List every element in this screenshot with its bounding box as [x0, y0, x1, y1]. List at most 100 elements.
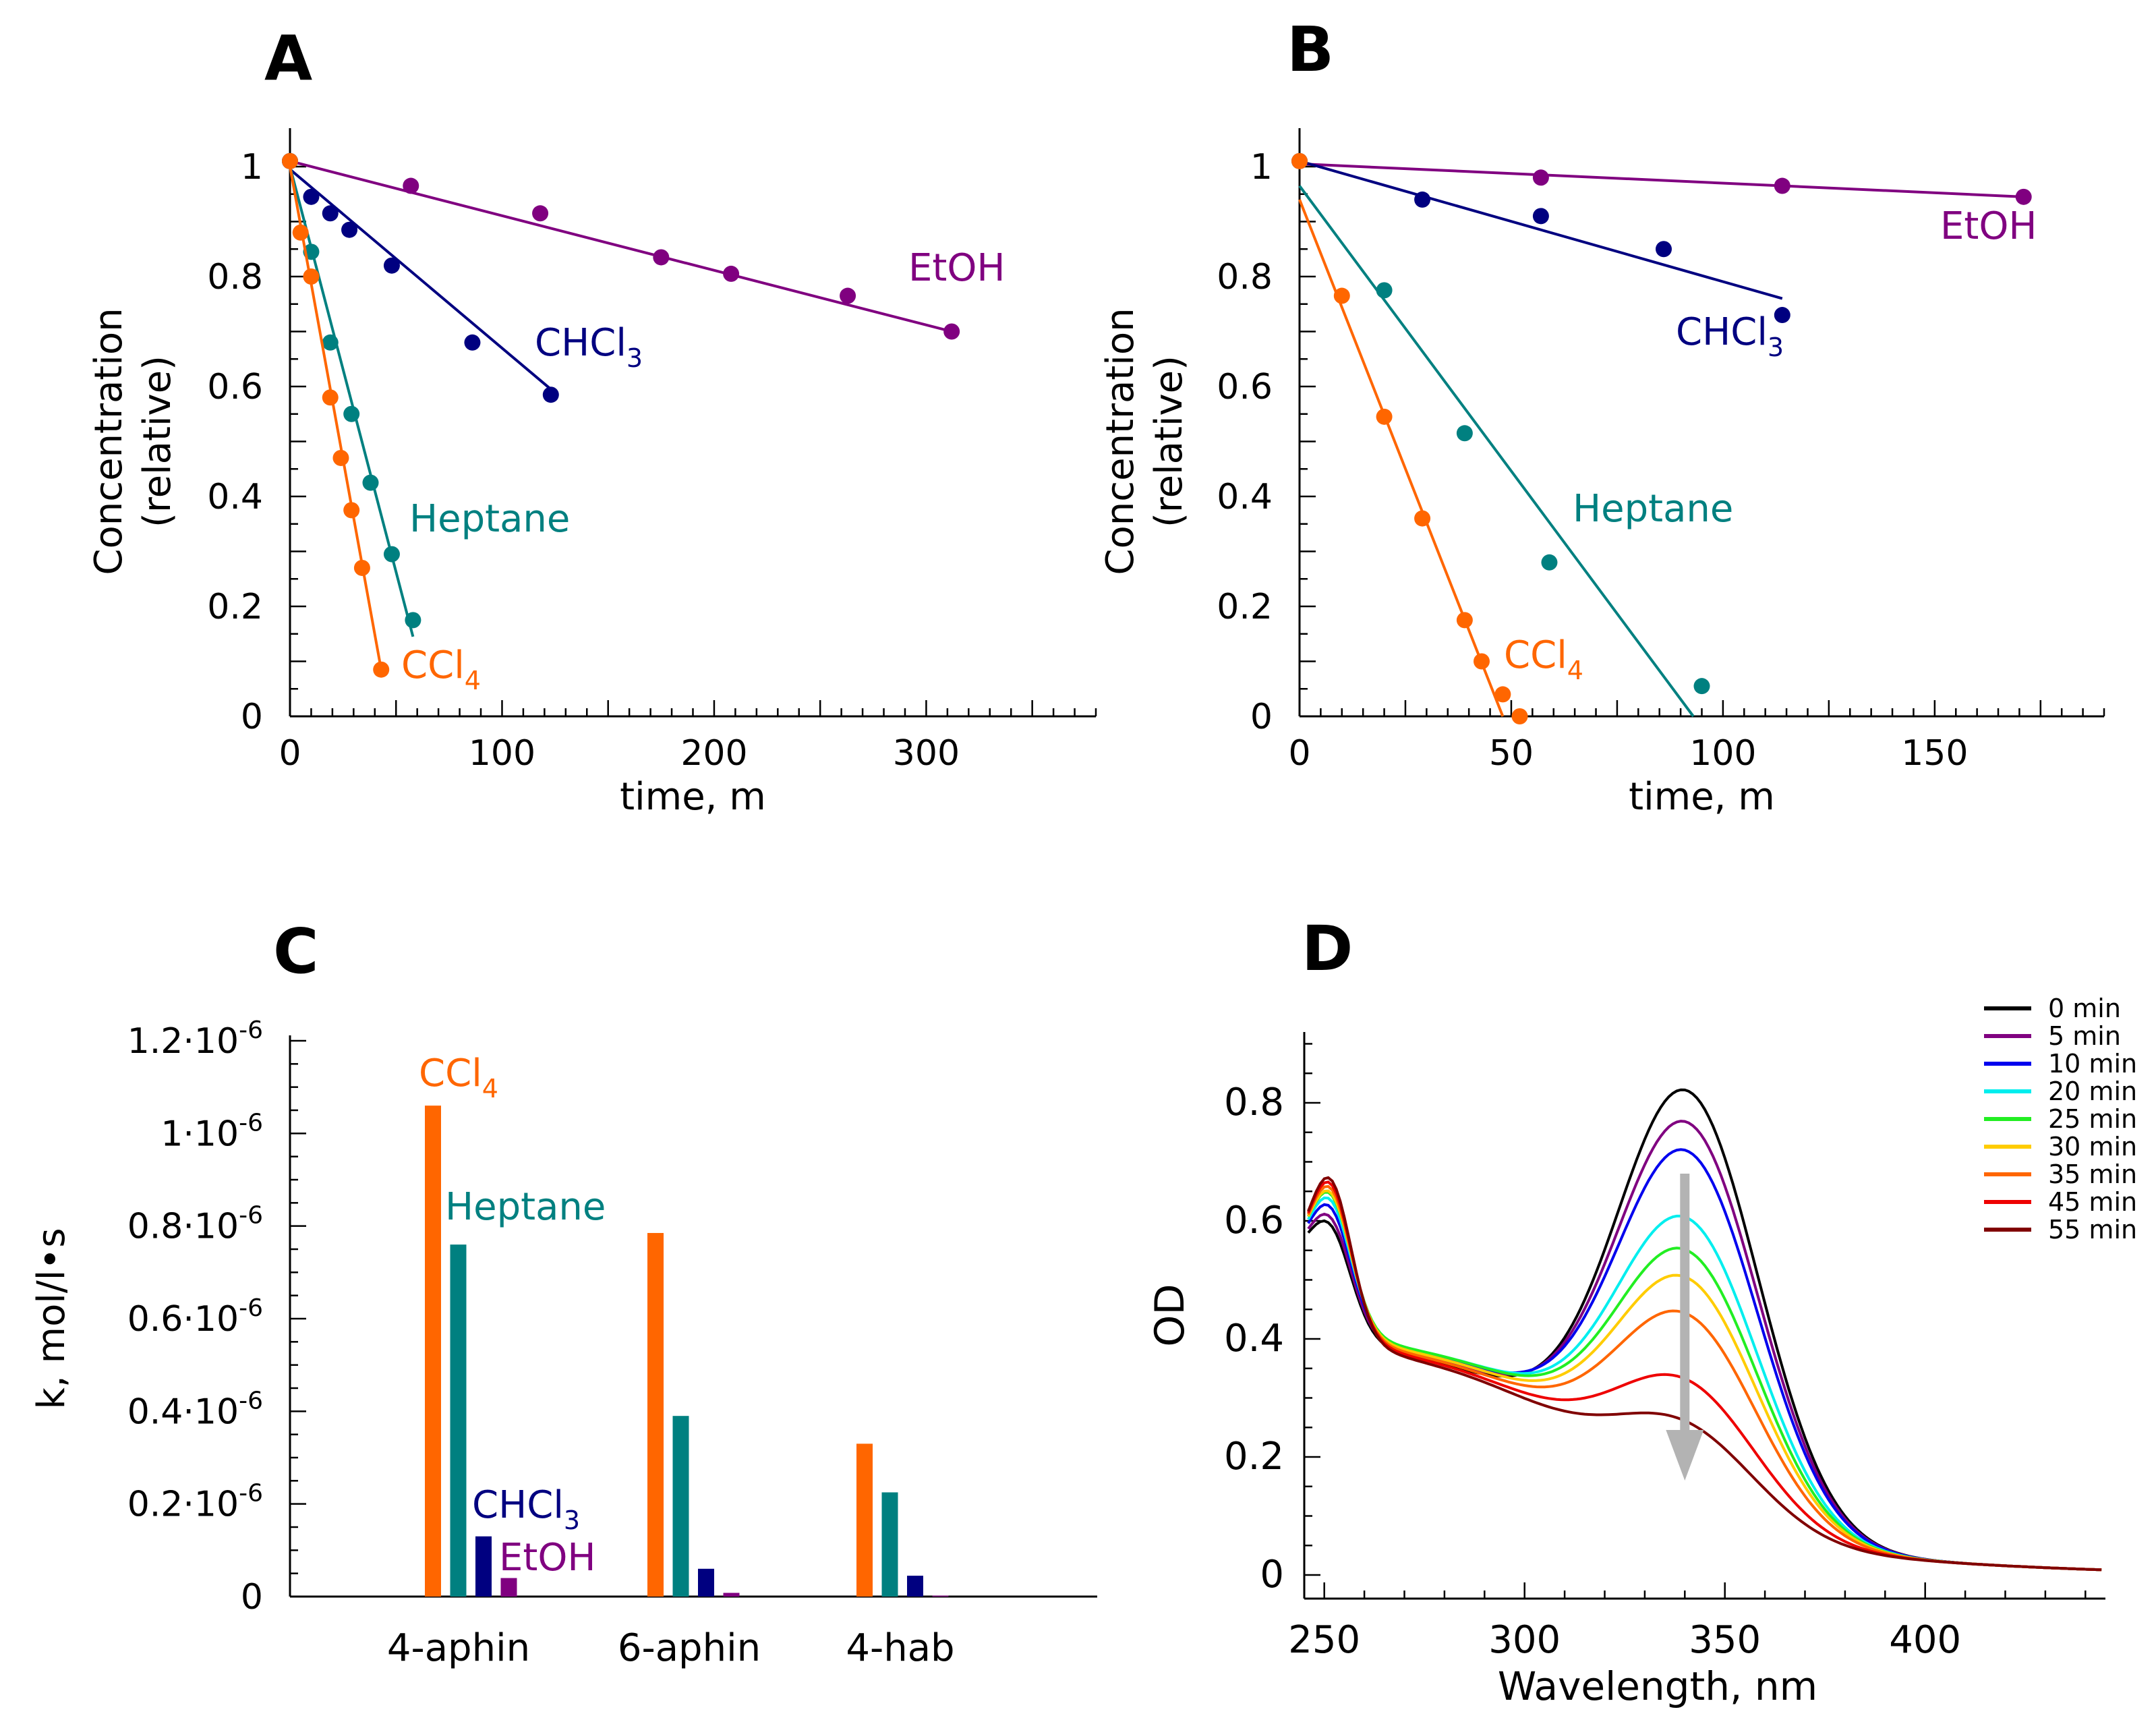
- panel-c-chart: 0 0.2·10-6 0.4·10-6 0.6·10-6 0.8·10-6 1·10-6 1…: [30, 1016, 1097, 1670]
- panel-a-etoh-point: [403, 177, 419, 194]
- panel-a-ccl4-point: [373, 661, 390, 678]
- panel-b-etoh-point: [1532, 169, 1549, 186]
- panel-b-ccl4-point: [1333, 287, 1350, 304]
- c-ccl4-label: CCl4: [419, 1052, 498, 1103]
- panel-a-ccl4-point: [332, 449, 349, 466]
- c-y-tick-label: 0: [241, 1577, 263, 1617]
- panel-a-x-axis-label: time, m: [620, 775, 766, 819]
- d-legend-label: 0 min: [2048, 994, 2121, 1023]
- panel-a-chcl3-point: [341, 221, 358, 238]
- panel-a-ccl4-point: [343, 502, 360, 519]
- d-x-tick-label: 300: [1488, 1618, 1561, 1662]
- panel-a-heptane-point: [343, 405, 360, 422]
- panel-a-chcl3-point: [464, 334, 481, 351]
- c-bar-ccl4: [856, 1443, 873, 1597]
- c-category-label: 4-hab: [846, 1626, 954, 1670]
- c-y-tick-label: 0.4·10-6: [127, 1387, 263, 1432]
- panel-b-ccl4-fit-line: [1298, 199, 1505, 717]
- panel-b-heptane-point: [1456, 425, 1473, 442]
- d-legend-label: 35 min: [2048, 1159, 2137, 1189]
- c-etoh-label: EtOH: [499, 1536, 596, 1580]
- panel-a-chcl3-label: CHCl3: [535, 321, 643, 373]
- panel-b-etoh-label: EtOH: [1940, 204, 2037, 248]
- c-y-tick-label: 1·10-6: [161, 1109, 263, 1154]
- panel-a-etoh-fit-line: [289, 159, 952, 333]
- panel-b-etoh-point: [2015, 188, 2032, 205]
- panel-b-ccl4-point: [1291, 152, 1308, 169]
- panel-a-chcl3-point: [542, 386, 559, 403]
- panel-b-heptane-fit-line: [1298, 185, 1695, 718]
- d-legend-label: 30 min: [2048, 1132, 2137, 1162]
- panel-b-y-tick-label: 0.8: [1217, 257, 1273, 297]
- panel-b-heptane-point: [1376, 282, 1393, 299]
- panel-b-heptane-point: [1693, 678, 1710, 695]
- d-y-tick-label: 0.8: [1224, 1081, 1284, 1124]
- d-x-tick-label: 250: [1288, 1618, 1360, 1662]
- c-bar-chcl3: [907, 1576, 923, 1597]
- panel-a-y-tick-label: 0.4: [207, 477, 263, 517]
- c-category-label: 4-aphin: [387, 1626, 530, 1670]
- d-legend-label: 55 min: [2048, 1215, 2137, 1244]
- panel-a-x-tick-label: 0: [279, 733, 301, 774]
- panel-b-chcl3-fit-line: [1299, 159, 1783, 300]
- panel-b-y-tick-label: 1: [1250, 147, 1273, 188]
- panel-b-heptane-point: [1541, 554, 1558, 571]
- d-spectrum-55-min: [1307, 1176, 2102, 1572]
- panel-b-chcl3-point: [1414, 191, 1431, 208]
- panel-a-x-tick-label: 300: [893, 733, 960, 774]
- panel-a-heptane-point: [405, 612, 421, 629]
- panel-a-ccl4-fit-line: [289, 166, 383, 670]
- panel-a-y-tick-label: 0.6: [207, 367, 263, 407]
- panel-b-x-tick-label: 100: [1689, 733, 1756, 774]
- panel-a-heptane-point: [383, 546, 400, 563]
- panel-b-heptane-label: Heptane: [1573, 487, 1733, 531]
- panel-a-etoh-point: [532, 205, 549, 222]
- d-legend-label: 25 min: [2048, 1104, 2137, 1134]
- panel-letter-d: D: [1302, 913, 1353, 985]
- panel-b-y-tick-label: 0.4: [1217, 477, 1273, 517]
- panel-a-y-axis-label-line2: (relative): [136, 355, 179, 527]
- panel-b-chcl3-point: [1774, 307, 1790, 324]
- panel-a-heptane-point: [322, 334, 339, 351]
- d-arrow-head: [1666, 1430, 1704, 1481]
- panel-b-ccl4-point: [1456, 612, 1473, 629]
- panel-a-etoh-label: EtOH: [908, 246, 1006, 290]
- d-y-axis-label: OD: [1146, 1284, 1194, 1346]
- d-y-tick-label: 0.4: [1224, 1317, 1284, 1360]
- panel-letter-a: A: [264, 22, 312, 94]
- c-y-axis-label: k, mol/l•s: [30, 1228, 74, 1409]
- panel-a-heptane-point: [362, 474, 379, 491]
- panel-b-ccl4-point: [1376, 408, 1393, 425]
- panel-b-chcl3-point: [1532, 208, 1549, 225]
- panel-b-x-tick-label: 150: [1901, 733, 1968, 774]
- panel-a-etoh-point: [943, 323, 960, 340]
- panel-b-etoh-point: [1774, 177, 1790, 194]
- d-legend-label: 20 min: [2048, 1077, 2137, 1106]
- panel-a-etoh-point: [653, 249, 670, 266]
- panel-b-y-tick-label: 0.6: [1217, 367, 1273, 407]
- panel-a-y-tick-label: 0.2: [207, 587, 263, 627]
- c-y-tick-label: 0.6·10-6: [127, 1294, 263, 1340]
- panel-a-chcl3-point: [383, 257, 400, 274]
- panel-a-ccl4-point: [353, 559, 370, 576]
- panel-b-y-tick-label: 0.2: [1217, 587, 1273, 627]
- c-bar-heptane: [450, 1244, 467, 1597]
- panel-b-x-tick-label: 50: [1489, 733, 1534, 774]
- panel-a-etoh-point: [723, 265, 740, 282]
- panel-a-y-tick-label: 1: [241, 147, 263, 188]
- c-y-tick-label: 0.2·10-6: [127, 1480, 263, 1525]
- c-category-label: 6-aphin: [618, 1626, 761, 1670]
- c-bar-heptane: [881, 1492, 898, 1597]
- panel-b-ccl4-point: [1414, 510, 1431, 527]
- c-bar-etoh: [723, 1593, 740, 1597]
- d-legend-label: 5 min: [2048, 1021, 2121, 1051]
- panel-a-chart: 0 100 200 300 0 0.2 0.4 0.6 0.8 1 time, m Concentra…: [87, 128, 1097, 819]
- panel-b-chcl3-label: CHCl3: [1676, 310, 1784, 362]
- panel-b-y-axis-label-line1: Concentration: [1099, 308, 1142, 575]
- d-x-tick-label: 350: [1689, 1618, 1761, 1662]
- panel-a-heptane-label: Heptane: [409, 497, 570, 541]
- d-x-tick-label: 400: [1889, 1618, 1961, 1662]
- panel-b-chart: 0 50 100 150 0 0.2 0.4 0.6 0.8 1 time, m Concentrat…: [1099, 128, 2105, 819]
- panel-letter-c: C: [273, 915, 319, 987]
